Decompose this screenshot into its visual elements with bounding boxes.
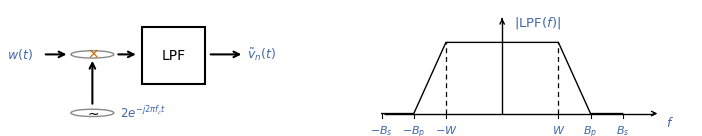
Text: $f$: $f$ bbox=[666, 116, 674, 130]
Text: $W$: $W$ bbox=[552, 124, 565, 136]
Text: $B_p$: $B_p$ bbox=[583, 124, 597, 136]
Text: $\tilde{v}_n(t)$: $\tilde{v}_n(t)$ bbox=[247, 46, 277, 63]
Bar bbox=[142, 27, 204, 84]
Text: $-B_s$: $-B_s$ bbox=[370, 124, 393, 136]
Text: $|\mathrm{LPF}(f)|$: $|\mathrm{LPF}(f)|$ bbox=[514, 15, 562, 31]
Text: LPF: LPF bbox=[161, 49, 185, 63]
Text: $\times$: $\times$ bbox=[86, 47, 98, 61]
Text: $-B_p$: $-B_p$ bbox=[402, 124, 425, 136]
Text: $2e^{-j2\pi f_c t}$: $2e^{-j2\pi f_c t}$ bbox=[121, 105, 167, 121]
Text: $w(t)$: $w(t)$ bbox=[6, 47, 32, 62]
Text: $\sim$: $\sim$ bbox=[85, 106, 100, 120]
Text: $B_s$: $B_s$ bbox=[616, 124, 630, 136]
Text: $-W$: $-W$ bbox=[435, 124, 457, 136]
